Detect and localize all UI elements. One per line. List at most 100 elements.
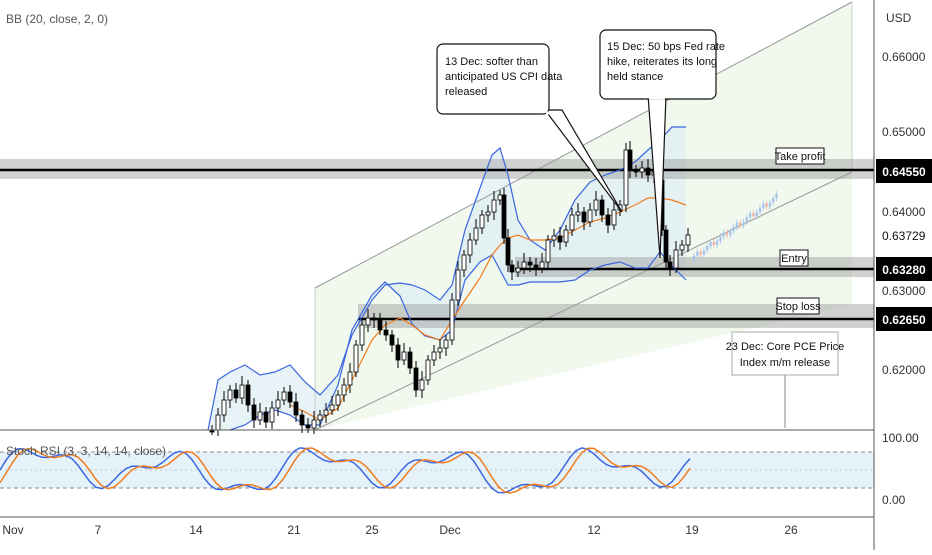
projection-body: [755, 212, 758, 217]
time-label: 26: [784, 523, 798, 537]
candle-body: [215, 414, 221, 431]
projection-body: [735, 222, 739, 227]
candle-body: [395, 344, 401, 361]
candle-body: [287, 391, 293, 403]
pce-line-2: Index m/m release: [740, 357, 830, 369]
candle-body: [479, 214, 485, 229]
bb-cloud: [208, 127, 686, 430]
candle-body: [623, 149, 629, 206]
projection-body: [719, 236, 722, 241]
candle-body: [359, 324, 365, 346]
candle-body: [599, 199, 605, 216]
projection-body: [722, 232, 725, 237]
currency-label: USD: [886, 11, 912, 25]
projection-body: [748, 213, 752, 218]
candle-body: [275, 399, 281, 409]
candle-body: [455, 269, 461, 301]
entry-price-tag: [876, 257, 932, 281]
candle-body: [233, 389, 239, 399]
candle-body: [685, 234, 691, 246]
candle-body: [605, 214, 611, 226]
candle-body: [245, 384, 251, 406]
candle-body: [431, 351, 437, 361]
rsi-tick-0: 0.00: [882, 493, 906, 507]
candle-body: [515, 267, 521, 273]
candle-body: [527, 261, 533, 266]
projection-body: [732, 227, 735, 232]
cpi-callout: 13 Dec: softer than anticipated US CPI d…: [436, 43, 623, 213]
fed-line-2: hike, reiterates its long: [607, 56, 717, 68]
candle-body: [311, 419, 317, 429]
projection-body: [752, 213, 755, 217]
projection-body: [692, 255, 696, 260]
candle-body: [627, 149, 633, 171]
projection-body: [742, 221, 745, 226]
price-tick: 0.64000: [882, 205, 926, 219]
projection-body: [696, 251, 699, 256]
candle-body: [317, 414, 323, 421]
projection-body: [775, 194, 778, 199]
projection-body: [768, 202, 772, 207]
candle-body: [497, 194, 503, 201]
take-profit-price-tag: [876, 159, 932, 183]
projection-body: [699, 251, 702, 255]
candle-body: [437, 347, 443, 353]
candle-body: [557, 235, 563, 243]
entry-price: 0.63280: [882, 263, 926, 277]
price-tick: 0.62000: [882, 363, 926, 377]
candle-body: [269, 407, 275, 423]
take-profit-price: 0.64550: [882, 165, 926, 179]
candle-body: [611, 209, 617, 226]
take-profit-label-box: Take profit: [775, 147, 825, 165]
projection-body: [706, 246, 709, 251]
candle-body: [293, 401, 299, 416]
projection-body: [709, 242, 712, 247]
projection-body: [765, 203, 768, 207]
pce-callout: 23 Dec: Core PCE Price Index m/m release: [726, 331, 845, 428]
stoch-rsi-d-line: [0, 447, 691, 494]
candle-body: [353, 344, 359, 373]
candle-body: [667, 261, 673, 269]
candle-body: [575, 211, 581, 216]
stoch-rsi-legend[interactable]: Stoch RSI (3, 3, 14, 14, close): [6, 444, 167, 458]
candle-body: [461, 254, 467, 271]
candle-body: [401, 351, 407, 361]
candle-body: [281, 391, 287, 401]
time-label: 12: [587, 523, 601, 537]
projection-body: [758, 207, 762, 212]
bollinger-bands-legend[interactable]: BB (20, close, 2, 0): [6, 12, 109, 26]
candle-body: [323, 409, 329, 416]
candle-body: [587, 209, 593, 223]
candle-body: [419, 379, 425, 391]
candle-body: [521, 261, 527, 269]
projection-body: [739, 222, 742, 226]
candle-body: [329, 404, 335, 411]
candle-body: [639, 167, 645, 173]
candle-body: [377, 319, 383, 331]
candle-body: [545, 239, 551, 263]
candle-body: [341, 384, 347, 396]
bb-basis: [289, 197, 687, 421]
candle-body: [413, 367, 419, 391]
cpi-line-2: anticipated US CPI data: [445, 71, 563, 83]
candle-body: [257, 411, 263, 421]
candle-body: [485, 211, 491, 216]
stop-loss-label: Stop loss: [775, 301, 821, 313]
candle-body: [383, 329, 389, 336]
rsi-tick-100: 100.00: [882, 431, 919, 445]
rsi-pane: [0, 447, 874, 494]
projection-body: [725, 232, 729, 236]
pce-line-1: 23 Dec: Core PCE Price: [726, 341, 845, 353]
projection-body: [729, 231, 732, 236]
candle-body: [425, 359, 431, 381]
time-axis: Nov 7 14 21 25 Dec 12 19 26: [2, 523, 798, 537]
candle-body: [563, 229, 569, 243]
candle-body: [227, 389, 233, 401]
projection-body: [702, 250, 706, 255]
candle-body: [443, 339, 449, 349]
fed-line-1: 15 Dec: 50 bps Fed rate: [607, 41, 725, 53]
candle-body: [539, 261, 545, 269]
candle-body: [581, 211, 587, 223]
stop-loss-label-box: Stop loss: [775, 297, 821, 315]
